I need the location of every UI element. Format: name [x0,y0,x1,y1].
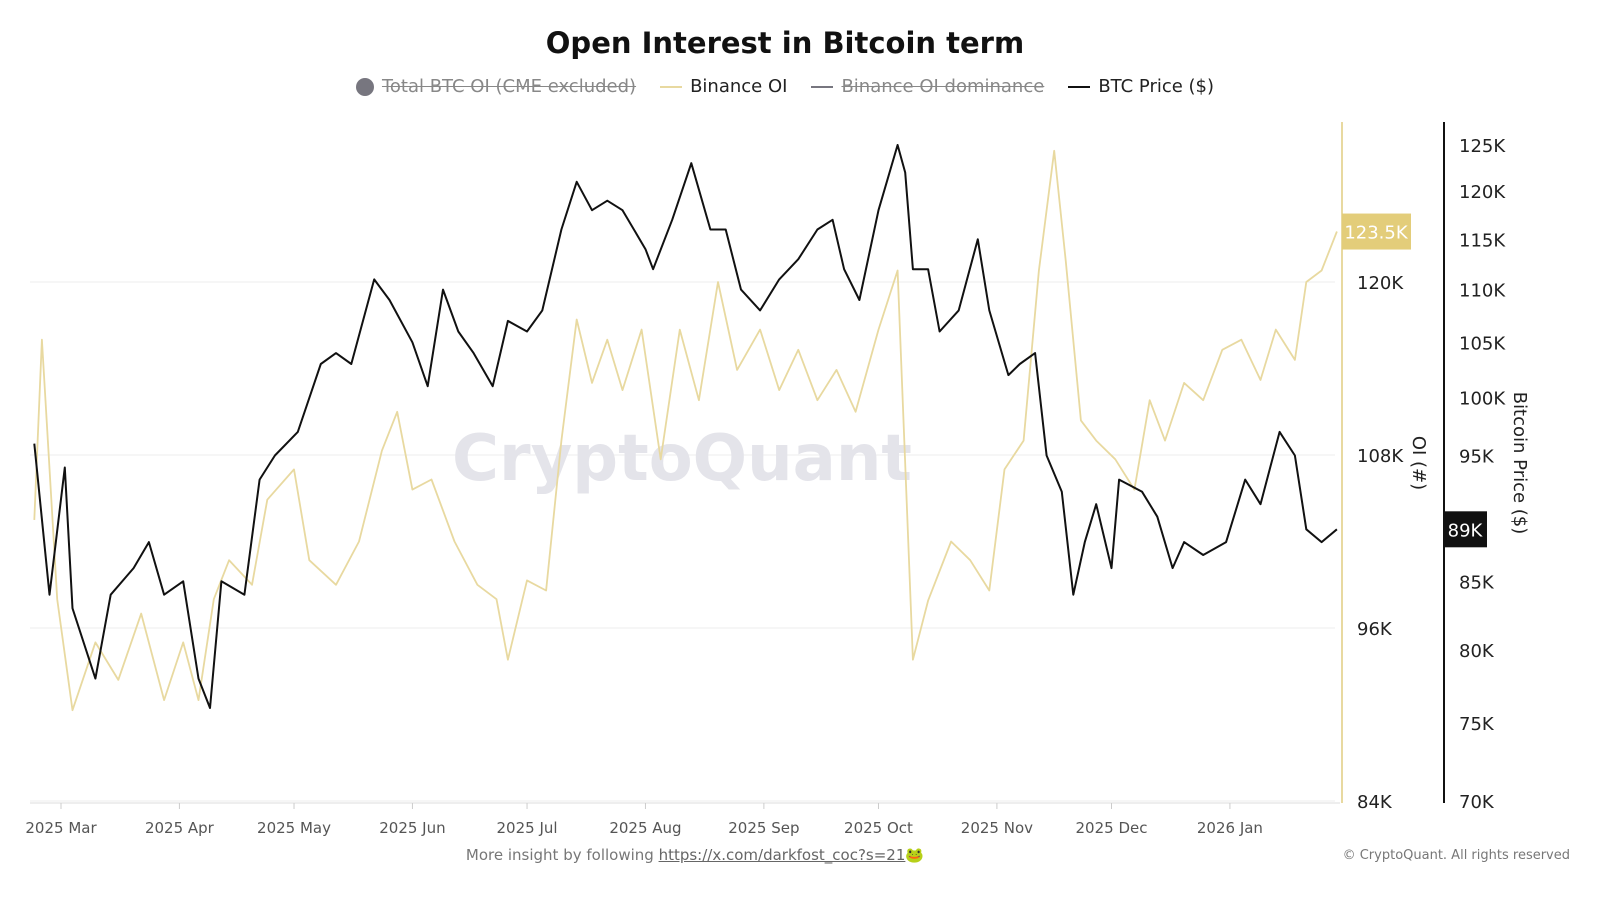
legend-total-btc-oi[interactable]: Total BTC OI (CME excluded) [355,76,637,97]
x-tick-label: 2025 May [257,819,331,837]
price-tick-label: 100K [1459,388,1506,409]
oi-last-value-label: 123.5K [1344,223,1409,244]
binance-oi-line [33,149,1338,712]
line-marker-icon [660,85,683,88]
price-tick-label: 70K [1459,792,1495,813]
oi-tick-label: 120K [1357,273,1404,294]
legend: Total BTC OI (CME excluded) Binance OI B… [0,76,1570,97]
price-tick-label: 85K [1459,572,1495,593]
x-tick-label: 2025 Apr [145,819,215,837]
frog-emoji: 🐸 [905,846,925,864]
copyright: © CryptoQuant. All rights reserved [1342,848,1570,863]
circle-marker-icon [355,77,374,96]
price-last-value-badge [1444,511,1487,548]
price-tick-label: 75K [1459,714,1495,735]
oi-axis-title: OI (#) [1408,436,1429,490]
legend-binance-oi-dominance[interactable]: Binance OI dominance [811,76,1044,97]
price-tick-label: 95K [1459,446,1495,467]
x-tick-label: 2025 Sep [728,819,799,837]
btc-price-line [33,144,1338,709]
oi-tick-label: 108K [1357,446,1404,467]
oi-last-value-badge [1342,213,1411,250]
legend-label: BTC Price ($) [1098,76,1215,97]
legend-btc-price[interactable]: BTC Price ($) [1068,76,1214,97]
x-tick-label: 2025 Aug [609,819,681,837]
oi-tick-label: 96K [1357,619,1393,640]
legend-binance-oi[interactable]: Binance OI [660,76,787,97]
watermark: CryptoQuant [452,422,912,496]
x-tick-label: 2025 Oct [844,819,913,837]
x-tick-label: 2025 Jun [379,819,445,837]
price-tick-label: 110K [1459,281,1506,302]
footer: More insight by following https://x.com/… [0,846,1390,864]
legend-label: Total BTC OI (CME excluded) [381,76,637,97]
footer-link[interactable]: https://x.com/darkfost_coc?s=21 [658,846,906,864]
footer-text: More insight by following [465,846,659,864]
price-tick-label: 120K [1459,182,1506,203]
x-tick-label: 2025 Dec [1076,819,1148,837]
x-tick-label: 2025 Jul [497,819,558,837]
legend-label: Binance OI dominance [841,76,1045,97]
price-tick-label: 115K [1459,230,1506,251]
legend-label: Binance OI [690,76,788,97]
price-axis-title: Bitcoin Price ($) [1509,392,1530,535]
x-tick-label: 2026 Jan [1197,819,1263,837]
line-marker-icon [811,85,834,88]
price-tick-label: 80K [1459,641,1495,662]
chart-title: Open Interest in Bitcoin term [545,26,1025,60]
oi-tick-label: 84K [1357,792,1393,813]
x-tick-label: 2025 Mar [25,819,97,837]
price-tick-label: 125K [1459,136,1506,157]
price-last-value-label: 89K [1448,520,1484,541]
x-tick-label: 2025 Nov [961,819,1033,837]
price-tick-label: 105K [1459,333,1506,354]
line-marker-icon [1068,85,1091,88]
